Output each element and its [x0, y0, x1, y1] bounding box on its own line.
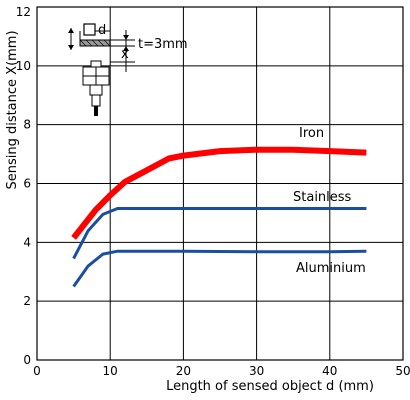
x-tick-label: 40 [322, 364, 337, 378]
grid [37, 7, 403, 360]
sensor-diagram: d t=3mm x [68, 23, 188, 116]
sensor-cable [94, 106, 98, 116]
object-box [83, 23, 96, 36]
x-axis-title: Length of sensed object d (mm) [166, 379, 374, 394]
sensor-tail [91, 94, 101, 107]
series-label-aluminium: Aluminium [296, 261, 366, 276]
y-tick-label: 12 [16, 5, 31, 19]
y-tick-label: 8 [23, 118, 31, 132]
y-axis-title: Sensing distance X(mm) [5, 30, 20, 189]
thickness-label: t=3mm [138, 37, 188, 52]
y-tick-label: 10 [16, 59, 31, 73]
y-tick-label: 4 [23, 235, 31, 249]
x-gap-label: x [121, 47, 129, 62]
series-line-stainless [72, 207, 367, 260]
x-tick-label: 50 [395, 364, 410, 378]
y-tick-label: 6 [23, 177, 31, 191]
series-lines [71, 146, 367, 288]
x-tick-label: 0 [33, 364, 41, 378]
tick-labels: 0 10 20 30 40 50 0 2 4 6 8 10 12 [16, 5, 410, 378]
sensor-head [90, 60, 102, 68]
y-tick-label: 2 [23, 294, 31, 308]
x-tick-label: 30 [249, 364, 264, 378]
series-line-aluminium [72, 249, 367, 288]
x-tick-label: 20 [176, 364, 191, 378]
series-label-stainless: Stainless [293, 190, 352, 205]
series-line-iron [71, 146, 367, 240]
y-tick-label: 0 [23, 353, 31, 367]
plot-frame [36, 6, 404, 361]
sensor-body [89, 84, 103, 96]
x-tick-label: 10 [103, 364, 118, 378]
series-label-iron: Iron [299, 126, 324, 141]
